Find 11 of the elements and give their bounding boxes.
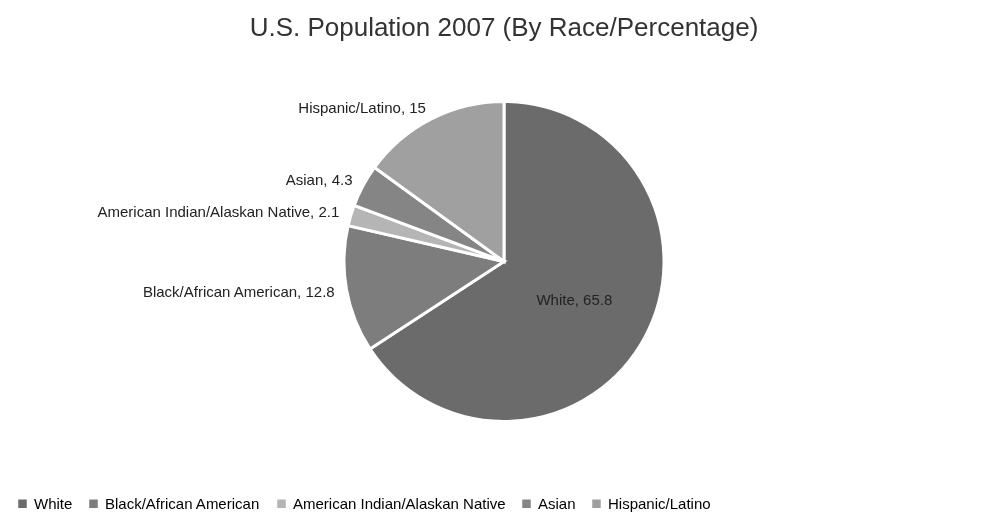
data-label: Black/African American, 12.8 — [142, 282, 335, 300]
chart-title: U.S. Population 2007 (By Race/Percentage) — [249, 12, 759, 42]
legend-label: American Indian/Alaskan Native — [293, 494, 506, 512]
legend-label: Hispanic/Latino — [608, 494, 711, 512]
legend-label: Asian — [538, 494, 576, 512]
data-label: American Indian/Alaskan Native, 2.1 — [97, 202, 340, 220]
data-label: Asian, 4.3 — [285, 171, 353, 189]
data-label: Hispanic/Latino, 15 — [298, 99, 426, 117]
legend-label: Black/African American — [105, 494, 260, 512]
data-label: White, 65.8 — [536, 290, 613, 308]
legend-label: White — [34, 494, 73, 512]
